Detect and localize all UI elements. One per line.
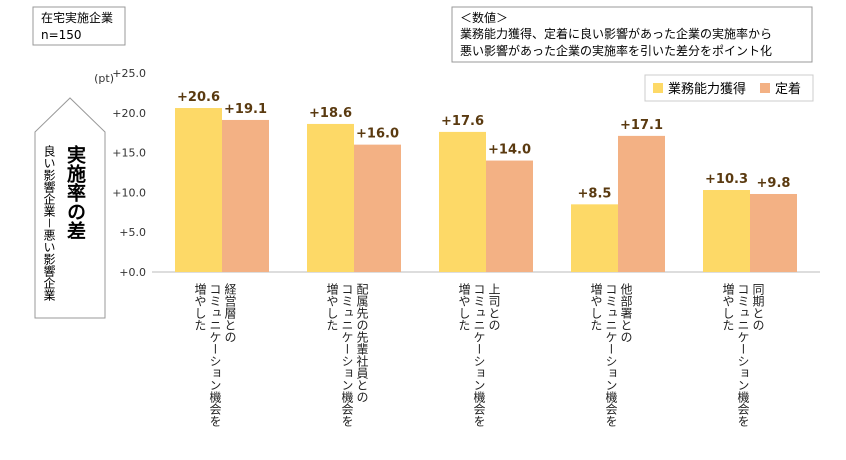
legend-label-series1: 業務能力獲得 bbox=[668, 81, 746, 97]
data-label: +17.6 bbox=[441, 114, 484, 129]
bar-series2 bbox=[750, 193, 797, 272]
y-tick-label: +5.0 bbox=[119, 226, 146, 239]
category-label: 増やした bbox=[589, 283, 603, 331]
note-line2: 業務能力獲得、定着に良い影響があった企業の実施率から bbox=[460, 26, 772, 41]
category-label: 他部署との bbox=[619, 283, 633, 343]
legend-swatch-series2 bbox=[760, 83, 770, 93]
category-label: 経営層との bbox=[223, 283, 237, 343]
category-label: コミュニケーション機会を bbox=[208, 283, 222, 427]
data-label: +19.1 bbox=[224, 102, 267, 117]
bar-series2 bbox=[354, 144, 401, 272]
data-label: +18.6 bbox=[309, 106, 352, 121]
bar-series2 bbox=[486, 160, 533, 272]
unit-label: (pt) bbox=[94, 72, 114, 85]
y-tick-label: +25.0 bbox=[112, 67, 146, 80]
bar-series1 bbox=[703, 190, 750, 272]
category-label: コミュニケーション機会を bbox=[472, 283, 486, 427]
yaxis-arrow-box bbox=[34, 97, 106, 319]
y-tick-label: +0.0 bbox=[119, 266, 146, 279]
sample-box bbox=[32, 6, 126, 46]
bar-series2 bbox=[222, 119, 269, 273]
category-label: 増やした bbox=[193, 283, 207, 331]
category-label: 上司との bbox=[487, 283, 501, 331]
y-tick-label: +15.0 bbox=[112, 147, 146, 160]
bar-series1 bbox=[175, 108, 222, 272]
category-label: 増やした bbox=[325, 283, 339, 331]
y-tick-label: +10.0 bbox=[112, 186, 146, 199]
bar-series1 bbox=[439, 131, 486, 272]
legend-swatch-series1 bbox=[653, 83, 663, 93]
data-label: +20.6 bbox=[177, 90, 220, 105]
data-label: +17.1 bbox=[620, 118, 663, 133]
bar-series1 bbox=[307, 123, 354, 272]
category-label: 増やした bbox=[457, 283, 471, 331]
category-label: 増やした bbox=[721, 283, 735, 331]
legend bbox=[644, 74, 814, 102]
yaxis-subtitle: 良い影響企業－悪い影響企業 bbox=[42, 144, 56, 301]
data-labels: +20.6 +19.1 +18.6 +16.0 +17.6 +14.0 +8.5 +17.1 +… bbox=[177, 90, 790, 201]
y-axis: +0.0 +5.0 +10.0 +15.0 +20.0 +25.0 bbox=[112, 67, 146, 279]
data-label: +16.0 bbox=[356, 127, 399, 142]
sample-box-line1: 在宅実施企業 bbox=[41, 10, 113, 25]
category-label: コミュニケーション機会を bbox=[736, 283, 750, 427]
category-label: 配属先の先輩社員との bbox=[355, 283, 369, 403]
bar-series2 bbox=[618, 135, 665, 272]
note-line1: ＜数値＞ bbox=[460, 10, 508, 25]
legend-label-series2: 定着 bbox=[775, 81, 801, 97]
data-label: +14.0 bbox=[488, 143, 531, 158]
category-label: 同期との bbox=[751, 283, 765, 331]
data-label: +10.3 bbox=[705, 172, 748, 187]
bars bbox=[175, 108, 797, 273]
category-label: コミュニケーション機会を bbox=[340, 283, 354, 427]
note-box bbox=[451, 6, 813, 63]
y-tick-label: +20.0 bbox=[112, 107, 146, 120]
yaxis-title: 実施率の差 bbox=[64, 144, 86, 240]
sample-box-line2: n=150 bbox=[41, 28, 82, 42]
data-label: +8.5 bbox=[578, 186, 612, 201]
data-label: +9.8 bbox=[757, 176, 791, 191]
bar-series1 bbox=[571, 204, 618, 272]
note-line3: 悪い影響があった企業の実施率を引いた差分をポイント化 bbox=[460, 43, 772, 58]
category-label: コミュニケーション機会を bbox=[604, 283, 618, 427]
